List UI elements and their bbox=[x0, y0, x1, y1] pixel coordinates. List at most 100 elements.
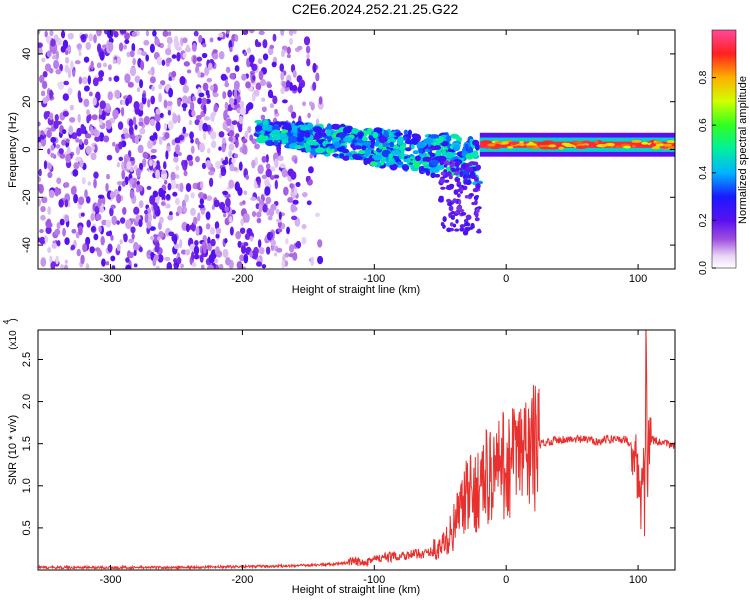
heatmap-cell bbox=[378, 142, 383, 150]
heatmap-cell bbox=[445, 135, 452, 142]
heatmap-cell bbox=[185, 223, 190, 233]
heatmap-cell bbox=[353, 155, 363, 161]
heatmap-cell bbox=[291, 215, 298, 221]
heatmap-cell bbox=[280, 87, 285, 95]
heatmap-cell bbox=[156, 56, 163, 65]
heatmap-cell bbox=[255, 82, 262, 91]
heatmap-cell bbox=[265, 168, 272, 178]
heatmap-cell bbox=[459, 167, 464, 171]
heatmap-cell bbox=[99, 206, 105, 213]
heatmap-cell bbox=[47, 148, 51, 155]
heatmap-cell bbox=[91, 114, 98, 121]
heatmap-cell bbox=[246, 47, 252, 54]
heatmap-cell bbox=[161, 170, 167, 175]
heatmap-cell bbox=[47, 206, 51, 216]
heatmap-cell bbox=[78, 51, 82, 57]
heatmap-cell bbox=[434, 145, 442, 150]
heatmap-cell bbox=[261, 124, 269, 131]
heatmap-cell bbox=[99, 100, 106, 110]
heatmap-cell bbox=[288, 30, 294, 36]
heatmap-cell bbox=[202, 244, 207, 254]
heatmap-cell bbox=[107, 243, 113, 253]
heatmap-cell bbox=[466, 147, 474, 154]
heatmap-cell bbox=[61, 129, 67, 135]
heatmap-cell bbox=[50, 136, 57, 143]
heatmap-cell bbox=[157, 236, 161, 241]
heatmap-cell bbox=[80, 34, 86, 40]
heatmap-cell bbox=[287, 135, 298, 144]
heatmap-cell bbox=[126, 161, 132, 170]
heatmap-cell bbox=[72, 169, 79, 177]
heatmap-cell bbox=[363, 149, 371, 156]
heatmap-cell bbox=[98, 225, 102, 233]
heatmap-cell bbox=[85, 196, 91, 204]
snr-scale-close: ) bbox=[8, 318, 19, 321]
heatmap-cell bbox=[449, 133, 460, 139]
heatmap-cell bbox=[50, 261, 56, 269]
snr-panel: -300 -200 -100 0 100 0.5 1.0 1.5 2.0 2.5 Height … bbox=[2, 318, 676, 596]
spectrogram-x-tick-label: -100 bbox=[363, 273, 385, 285]
heatmap-cell bbox=[415, 155, 421, 162]
heatmap-cell bbox=[284, 238, 289, 245]
heatmap-cell bbox=[124, 39, 130, 45]
heatmap-cell bbox=[269, 44, 275, 50]
heatmap-cell bbox=[442, 216, 447, 223]
heatmap-cell bbox=[295, 182, 301, 188]
heatmap-cell bbox=[267, 89, 274, 99]
heatmap-cell bbox=[110, 204, 116, 209]
heatmap-cell bbox=[149, 43, 155, 53]
heatmap-cell bbox=[51, 55, 57, 60]
heatmap-cell bbox=[40, 214, 46, 221]
heatmap-cell bbox=[134, 75, 141, 83]
heatmap-cell bbox=[166, 36, 173, 45]
heatmap-cell bbox=[212, 92, 219, 98]
heatmap-cell bbox=[293, 187, 298, 196]
heatmap-cell bbox=[206, 195, 213, 201]
heatmap-cell bbox=[273, 252, 278, 257]
heatmap-cell bbox=[128, 251, 134, 259]
heatmap-cell bbox=[171, 70, 177, 78]
heatmap-cell bbox=[177, 114, 181, 124]
heatmap-cell bbox=[212, 49, 218, 54]
heatmap-cell bbox=[106, 154, 113, 161]
heatmap-cell bbox=[84, 86, 89, 92]
heatmap-cell bbox=[128, 238, 135, 244]
heatmap-cell bbox=[548, 144, 557, 148]
heatmap-cell bbox=[290, 203, 296, 213]
heatmap-cell bbox=[150, 155, 157, 160]
heatmap-cell bbox=[290, 111, 297, 119]
heatmap-cell bbox=[465, 163, 469, 167]
heatmap-cell bbox=[475, 164, 482, 171]
heatmap-cell bbox=[315, 72, 320, 82]
heatmap-cell bbox=[256, 261, 262, 267]
heatmap-cell bbox=[69, 117, 76, 123]
heatmap-cell bbox=[338, 132, 346, 139]
heatmap-cell bbox=[464, 177, 468, 181]
heatmap-cell bbox=[297, 133, 305, 138]
heatmap-cell bbox=[88, 91, 93, 97]
heatmap-cell bbox=[423, 138, 434, 144]
heatmap-cell bbox=[38, 46, 43, 55]
heatmap-cell bbox=[269, 232, 274, 239]
heatmap-cell bbox=[192, 55, 197, 65]
heatmap-cell bbox=[121, 180, 126, 187]
heatmap-cell bbox=[358, 149, 366, 155]
heatmap-cell bbox=[472, 188, 479, 193]
heatmap-cell bbox=[146, 185, 152, 190]
heatmap-cell bbox=[167, 120, 174, 131]
heatmap-cell bbox=[174, 137, 181, 144]
heatmap-cell bbox=[88, 113, 92, 121]
heatmap-cell bbox=[203, 131, 207, 141]
heatmap-cell bbox=[122, 207, 127, 215]
heatmap-cell bbox=[218, 131, 225, 138]
heatmap-cell bbox=[111, 215, 118, 226]
heatmap-cell bbox=[459, 224, 466, 228]
heatmap-cell bbox=[105, 119, 112, 130]
heatmap-cell bbox=[192, 216, 198, 225]
heatmap-cell bbox=[160, 80, 166, 86]
heatmap-cell bbox=[148, 159, 153, 167]
heatmap-cell bbox=[209, 37, 214, 43]
heatmap-cell bbox=[55, 144, 61, 149]
heatmap-cell bbox=[199, 198, 205, 205]
heatmap-cell bbox=[228, 143, 235, 151]
